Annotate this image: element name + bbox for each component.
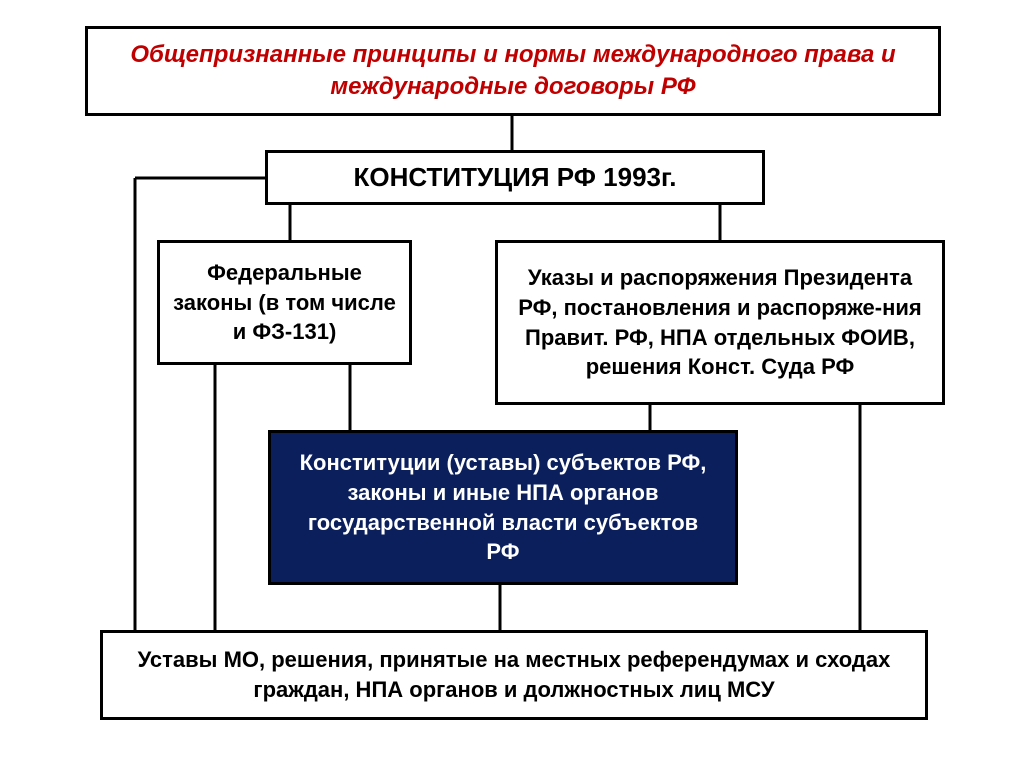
node-international-law: Общепризнанные принципы и нормы междунар…	[85, 26, 941, 116]
node-constitution: КОНСТИТУЦИЯ РФ 1993г.	[265, 150, 765, 205]
node-federal-laws: Федеральные законы (в том числе и ФЗ-131…	[157, 240, 412, 365]
node-local-charters: Уставы МО, решения, принятые на местных …	[100, 630, 928, 720]
node-text: Федеральные законы (в том числе и ФЗ-131…	[170, 258, 399, 347]
node-presidential-decrees: Указы и распоряжения Президента РФ, пост…	[495, 240, 945, 405]
node-text: Указы и распоряжения Президента РФ, пост…	[508, 263, 932, 382]
node-text: Общепризнанные принципы и нормы междунар…	[108, 39, 918, 104]
node-subjects-constitutions: Конституции (уставы) субъектов РФ, закон…	[268, 430, 738, 585]
node-text: КОНСТИТУЦИЯ РФ 1993г.	[354, 160, 677, 195]
node-text: Уставы МО, решения, принятые на местных …	[123, 645, 905, 704]
node-text: Конституции (уставы) субъектов РФ, закон…	[291, 448, 715, 567]
